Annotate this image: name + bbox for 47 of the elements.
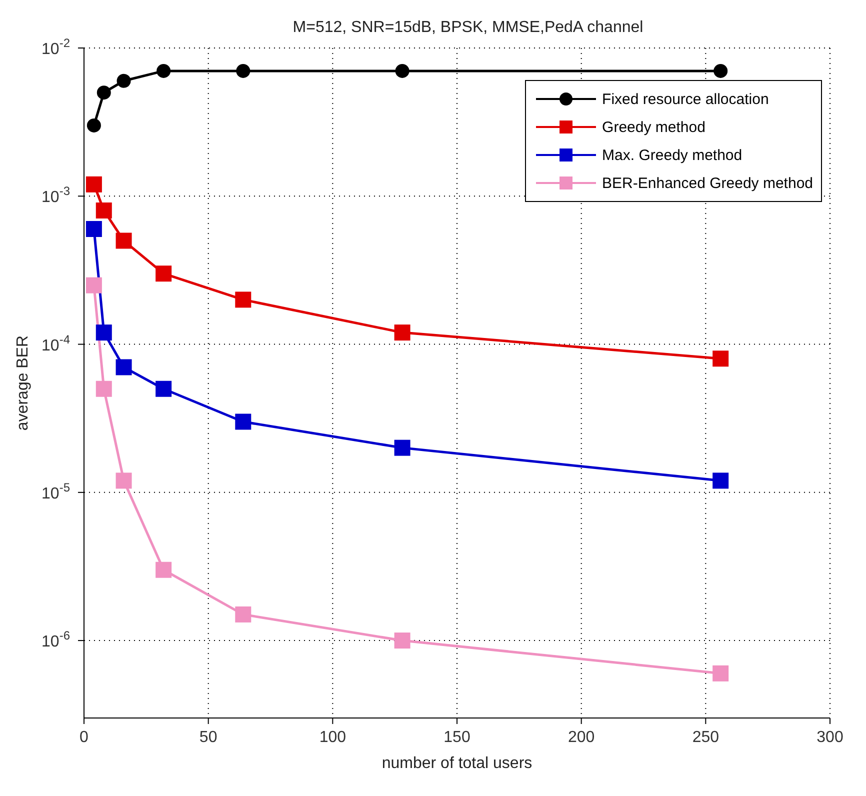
x-tick-label: 100: [319, 729, 346, 746]
point: [116, 472, 132, 489]
point: [96, 324, 112, 341]
chart-title: M=512, SNR=15dB, BPSK, MMSE,PedA channel: [292, 19, 644, 36]
y-tick-label: 10$^{-4}$: [42, 332, 70, 354]
point: [236, 64, 250, 78]
point: [116, 74, 131, 88]
point: [96, 202, 112, 218]
point: [235, 414, 252, 430]
point: [156, 266, 172, 282]
x-tick-label: 150: [444, 729, 470, 746]
point: [86, 176, 102, 192]
point: [235, 292, 252, 308]
x-tick-label: 300: [816, 729, 844, 746]
point: [394, 324, 410, 341]
point: [394, 440, 410, 456]
point: [712, 665, 729, 682]
legend-label: Max. Greedy method: [602, 146, 742, 164]
point: [86, 118, 101, 132]
point: [96, 380, 112, 397]
x-tick-label: 250: [692, 729, 720, 746]
point: [235, 606, 252, 622]
point: [395, 64, 410, 78]
y-tick-label: 10$^{-5}$: [42, 480, 70, 502]
x-axis-title: number of total users: [382, 755, 532, 772]
y-tick-label: 10$^{-3}$: [42, 184, 70, 206]
y-axis-title: average BER: [14, 335, 32, 431]
point: [156, 64, 171, 78]
point: [116, 359, 132, 376]
legend-label: BER-Enhanced Greedy method: [602, 174, 813, 192]
point: [116, 232, 132, 249]
y-tick-label: 10$^{-2}$: [42, 36, 70, 58]
point: [96, 86, 111, 100]
point: [714, 64, 728, 78]
point: [394, 632, 410, 649]
point: [156, 380, 172, 397]
legend-label: Fixed resource allocation: [602, 90, 769, 108]
point: [712, 350, 729, 367]
point: [156, 562, 172, 578]
point: [712, 472, 729, 489]
x-tick-label: 50: [199, 729, 218, 746]
legend-label: Greedy method: [602, 118, 706, 136]
y-tick-label: 10$^{-6}$: [42, 628, 70, 651]
x-tick-label: 0: [80, 729, 89, 746]
x-tick-label: 200: [568, 729, 595, 746]
point: [86, 277, 102, 294]
point: [86, 221, 102, 237]
